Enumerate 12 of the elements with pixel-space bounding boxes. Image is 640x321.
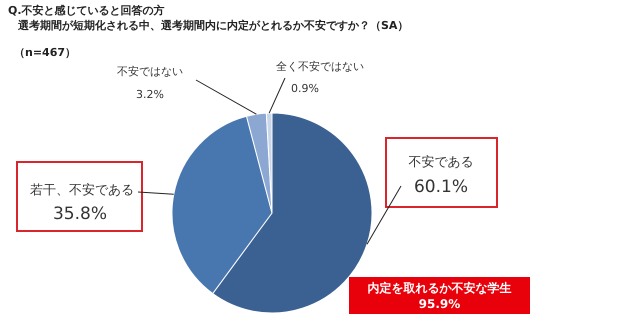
text: 内定を取れるか不安な学生 95.9% — [349, 277, 530, 314]
chart-subtitle: 選考期間が短期化される中、選考期間内に内定がとれるか不安ですか？（SA） — [18, 18, 408, 33]
data-label: 3.2% — [136, 88, 164, 101]
chart-title: Q.不安と感じていると回答の方 — [8, 3, 165, 18]
slice-label: 全く不安ではない — [276, 60, 364, 73]
data-label: 35.8% — [52, 204, 108, 224]
data-label: 60.1% — [414, 177, 468, 197]
slice-label: 不安である — [408, 154, 474, 170]
slice-label: 不安ではない — [117, 65, 183, 78]
text: （n=467） — [14, 45, 76, 60]
data-label: 0.9% — [291, 82, 319, 95]
slice-label: 若干、不安である — [30, 182, 134, 198]
